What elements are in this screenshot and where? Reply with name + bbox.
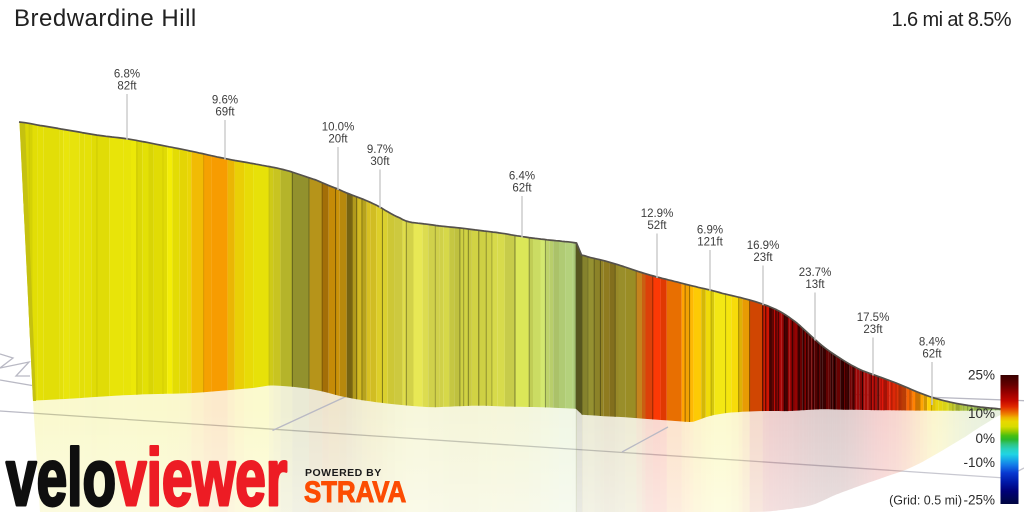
svg-text:POWERED BY: POWERED BY: [305, 467, 382, 479]
svg-text:8.4%: 8.4%: [919, 337, 945, 349]
svg-text:13ft: 13ft: [805, 279, 825, 291]
svg-text:6.4%: 6.4%: [509, 171, 535, 183]
svg-text:6.9%: 6.9%: [697, 225, 723, 237]
svg-text:52ft: 52ft: [647, 220, 667, 232]
svg-text:9.6%: 9.6%: [212, 95, 238, 107]
svg-text:23ft: 23ft: [753, 252, 773, 264]
svg-text:9.7%: 9.7%: [367, 144, 393, 156]
svg-text:69ft: 69ft: [215, 107, 235, 119]
svg-text:16.9%: 16.9%: [747, 240, 780, 252]
svg-text:STRAVA: STRAVA: [304, 475, 406, 508]
svg-text:23ft: 23ft: [863, 324, 883, 336]
svg-text:Bredwardine Hill: Bredwardine Hill: [14, 5, 197, 32]
svg-text:62ft: 62ft: [922, 349, 942, 361]
svg-text:121ft: 121ft: [697, 237, 723, 249]
svg-text:(Grid: 0.5 mi): (Grid: 0.5 mi): [889, 494, 962, 508]
svg-text:25%: 25%: [968, 368, 995, 383]
svg-text:23.7%: 23.7%: [799, 267, 832, 279]
svg-text:10%: 10%: [968, 406, 995, 421]
svg-text:1.6 mi at 8.5%: 1.6 mi at 8.5%: [892, 9, 1012, 31]
svg-text:-25%: -25%: [963, 493, 995, 508]
svg-text:6.8%: 6.8%: [114, 69, 140, 81]
svg-text:20ft: 20ft: [328, 134, 348, 146]
svg-text:82ft: 82ft: [117, 81, 137, 93]
svg-text:0%: 0%: [975, 431, 995, 446]
svg-text:veloviewer: veloviewer: [6, 431, 287, 512]
svg-text:-10%: -10%: [963, 455, 995, 470]
svg-text:10.0%: 10.0%: [322, 122, 355, 134]
svg-text:62ft: 62ft: [512, 183, 532, 195]
svg-text:30ft: 30ft: [370, 156, 390, 168]
svg-text:12.9%: 12.9%: [641, 208, 674, 220]
svg-text:17.5%: 17.5%: [857, 312, 890, 324]
